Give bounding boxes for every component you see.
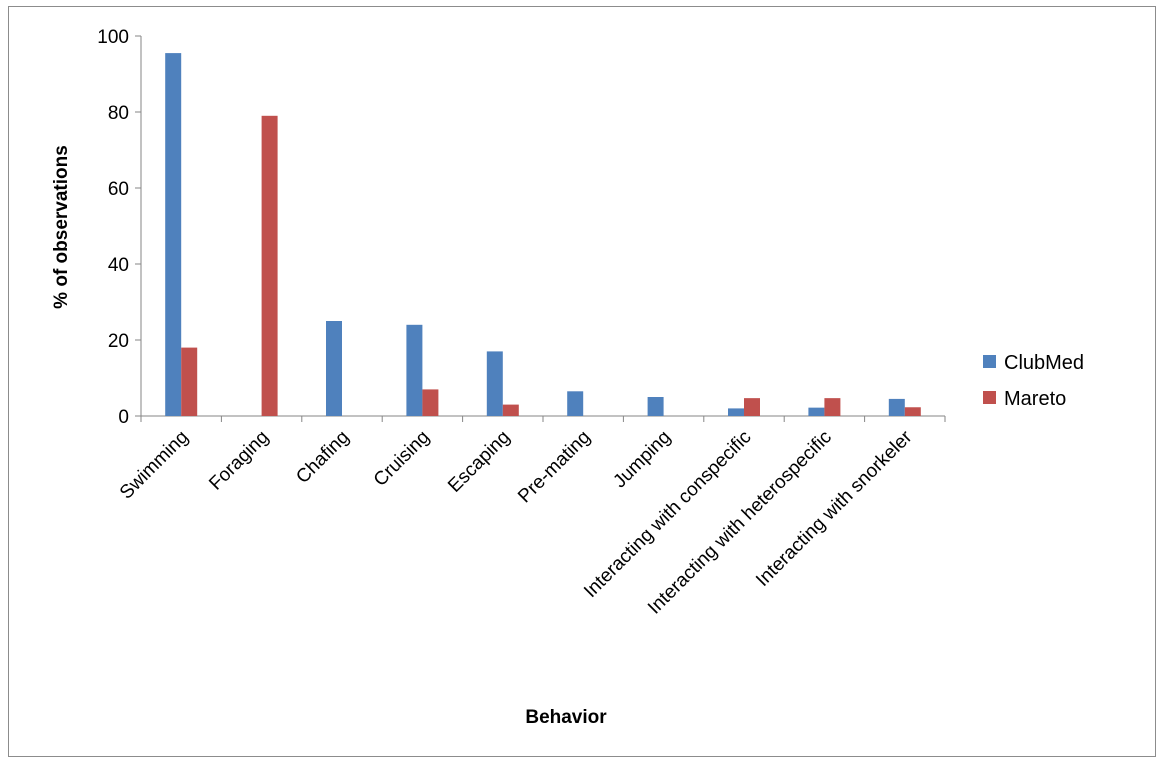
bar-mareto: [824, 398, 841, 416]
y-tick-label: 0: [118, 407, 129, 428]
bar-clubmed: [567, 391, 584, 416]
y-tick-label: 20: [108, 331, 129, 352]
y-tick-label: 80: [108, 103, 129, 124]
legend-label-clubmed: ClubMed: [1004, 352, 1084, 374]
chart-frame: [8, 6, 1156, 757]
y-tick-label: 40: [108, 255, 129, 276]
bar-clubmed: [165, 53, 182, 416]
bar-clubmed: [888, 398, 905, 416]
x-category-label: Interacting with snorkeler: [752, 426, 917, 591]
x-category-label: Swimming: [116, 427, 193, 504]
y-axis-ticks: 0 20 40 60 80 100: [97, 27, 141, 428]
bar-mareto: [422, 389, 439, 416]
bar-clubmed: [406, 324, 423, 416]
x-category-label: Cruising: [370, 427, 434, 491]
bar-mareto: [181, 347, 198, 416]
bar-clubmed: [808, 407, 825, 416]
bar-clubmed: [486, 351, 503, 416]
bar-mareto: [904, 407, 921, 416]
y-axis-title: % of observations: [51, 145, 72, 309]
legend: ClubMed Mareto: [983, 352, 1084, 410]
x-axis-title: Behavior: [525, 707, 607, 728]
x-category-label: Interacting with conspecific: [580, 427, 755, 602]
y-tick-label: 100: [97, 27, 129, 48]
x-category-label: Escaping: [444, 427, 514, 497]
x-category-label: Pre-mating: [514, 427, 595, 508]
x-category-label: Chafing: [292, 427, 353, 488]
bar-clubmed: [647, 397, 664, 416]
bars: [165, 53, 921, 417]
bar-clubmed: [728, 408, 744, 416]
x-axis-categories: Swimming Foraging Chafing Cruising Escaping P…: [116, 416, 946, 619]
bar-clubmed: [326, 321, 342, 416]
bar-mareto: [744, 398, 760, 416]
legend-swatch-mareto: [983, 391, 996, 404]
x-category-label: Foraging: [205, 427, 273, 495]
y-tick-label: 60: [108, 179, 129, 200]
bar-mareto: [502, 404, 519, 416]
legend-swatch-clubmed: [983, 355, 996, 368]
x-category-label: Jumping: [609, 427, 675, 493]
bar-mareto: [261, 115, 278, 417]
legend-label-mareto: Mareto: [1004, 388, 1066, 410]
